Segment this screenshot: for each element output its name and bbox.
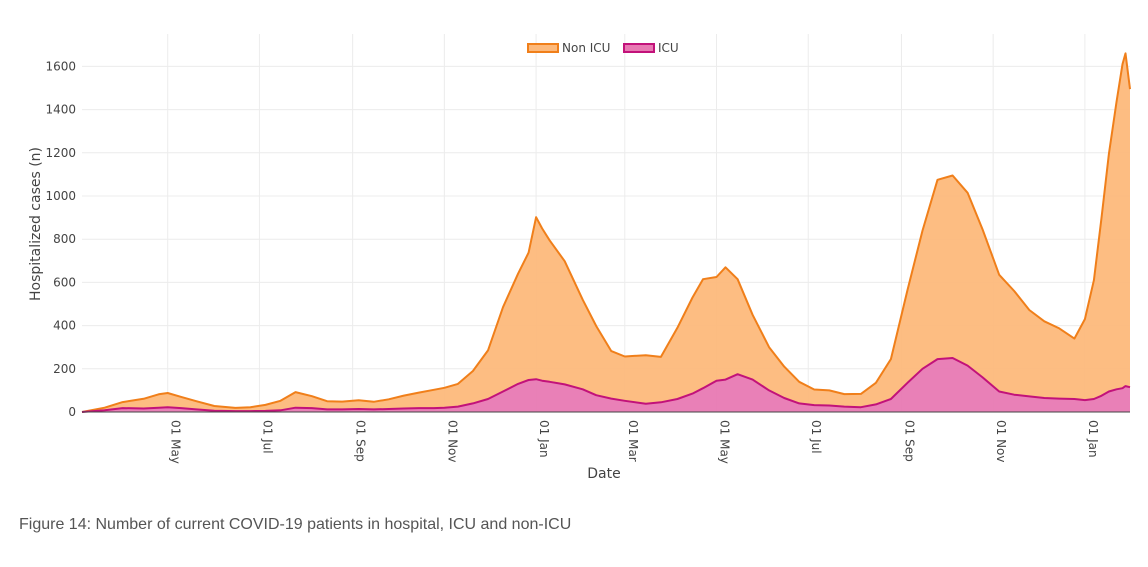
legend-label: ICU [658, 41, 679, 55]
x-tick-label: 01 Jan [1086, 420, 1100, 458]
y-tick-label: 400 [53, 319, 76, 333]
hospitalization-area-chart: 0 200 400 600 800 1000 1200 1400 1600 01 May 01 J… [28, 34, 1131, 482]
x-tick-label: 01 Sep [354, 420, 368, 462]
legend-label: Non ICU [562, 41, 610, 55]
x-tick-label: 01 May [169, 420, 183, 464]
x-axis: 01 May 01 Jul 01 Sep 01 Nov 01 Jan 01 Mar 01 M… [82, 411, 1130, 464]
x-tick-label: 01 Nov [994, 420, 1008, 463]
x-tick-label: 01 Jan [537, 420, 551, 458]
y-tick-label: 1200 [45, 146, 76, 160]
legend-swatch [527, 43, 559, 53]
y-tick-label: 1000 [45, 189, 76, 203]
figure-caption: Figure 14: Number of current COVID-19 pa… [19, 516, 572, 533]
non-icu-line[interactable] [81, 52, 1131, 413]
x-tick-label: 01 Nov [445, 420, 459, 463]
legend[interactable]: Non ICU ICU [527, 41, 679, 55]
y-tick-label: 800 [53, 232, 76, 246]
legend-swatch [623, 43, 655, 53]
plot-area[interactable] [81, 52, 1131, 413]
y-tick-label: 1400 [45, 103, 76, 117]
y-tick-label: 600 [53, 275, 76, 289]
x-tick-label: 01 Jul [809, 420, 823, 454]
x-tick-label: 01 Jul [260, 420, 274, 454]
y-tick-label: 1600 [45, 59, 76, 73]
y-tick-label: 0 [68, 405, 76, 419]
x-tick-label: 01 May [718, 420, 732, 464]
y-tick-label: 200 [53, 362, 76, 376]
icu-line[interactable] [81, 357, 1131, 413]
y-axis-title: Hospitalized cases (n) [28, 147, 44, 301]
legend-item[interactable]: Non ICU [527, 41, 610, 55]
x-axis-title: Date [587, 466, 620, 482]
y-axis: 0 200 400 600 800 1000 1200 1400 1600 [45, 59, 76, 419]
x-tick-label: 01 Mar [626, 420, 640, 462]
legend-item[interactable]: ICU [623, 41, 679, 55]
non-icu-area[interactable] [82, 53, 1130, 413]
x-tick-label: 01 Sep [902, 420, 916, 462]
icu-area[interactable] [82, 358, 1130, 412]
